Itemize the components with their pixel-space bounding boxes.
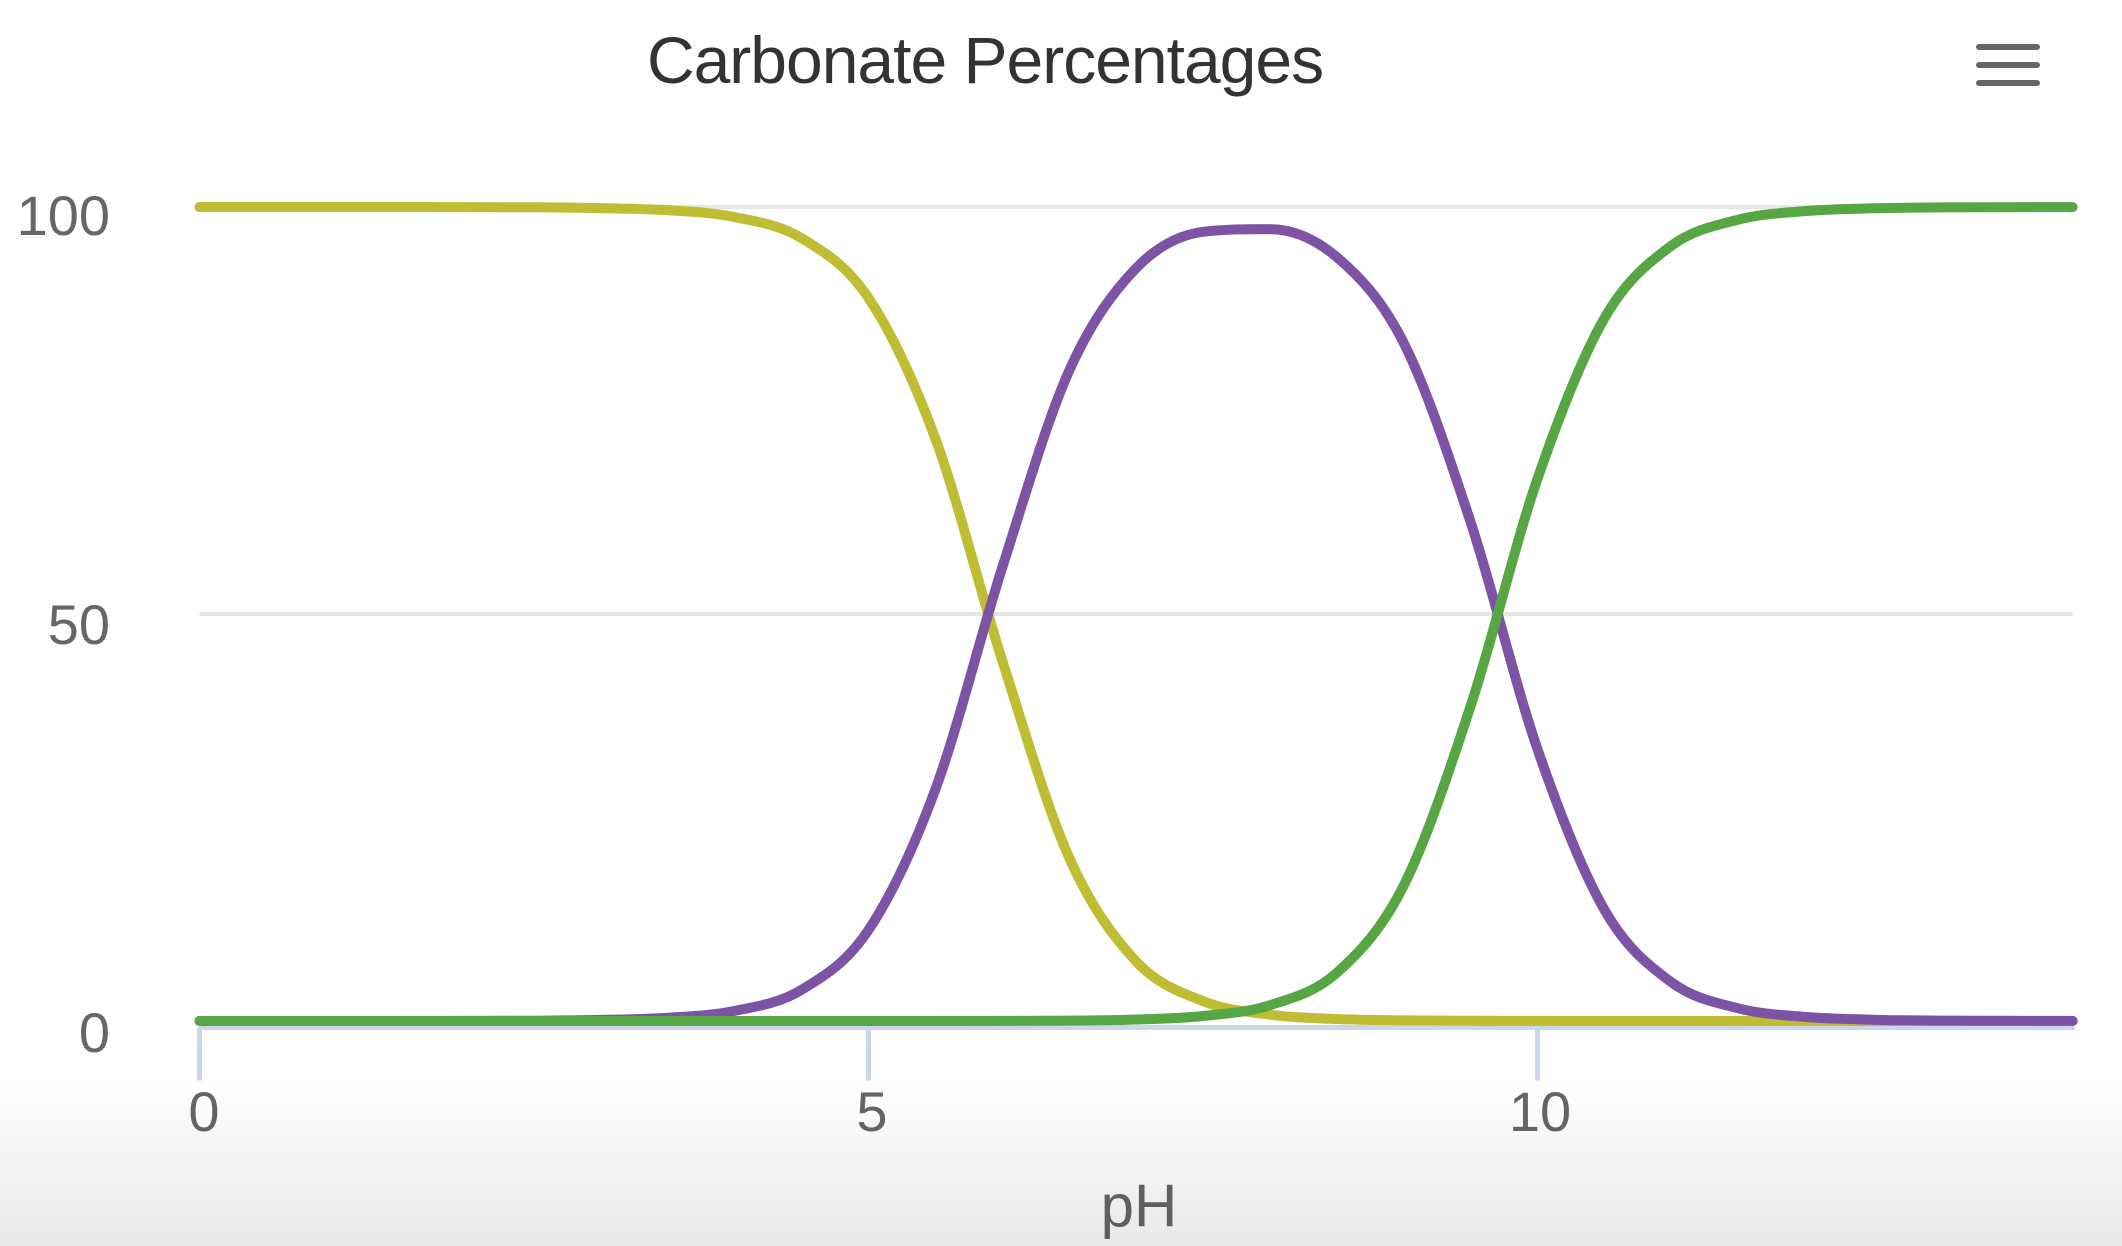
x-axis-label-5: 5 — [856, 1080, 888, 1143]
hamburger-bar — [1976, 44, 2040, 50]
hamburger-bar — [1976, 80, 2040, 86]
y-axis-label-50: 50 — [47, 593, 110, 656]
x-axis-title: pH — [1100, 1172, 1178, 1240]
y-axis-label-0: 0 — [78, 1001, 110, 1064]
series-line-green — [194, 202, 2078, 1026]
x-axis-label-10: 10 — [1508, 1080, 1572, 1143]
export-menu-button[interactable] — [1966, 32, 2050, 98]
series-line-purple — [194, 224, 2078, 1026]
chart-title: Carbonate Percentages — [646, 23, 1324, 97]
series-line-yellow — [194, 201, 2078, 1026]
hamburger-bar — [1976, 62, 2040, 68]
x-axis-label-0: 0 — [188, 1080, 220, 1143]
y-axis-label-100: 100 — [16, 184, 110, 247]
